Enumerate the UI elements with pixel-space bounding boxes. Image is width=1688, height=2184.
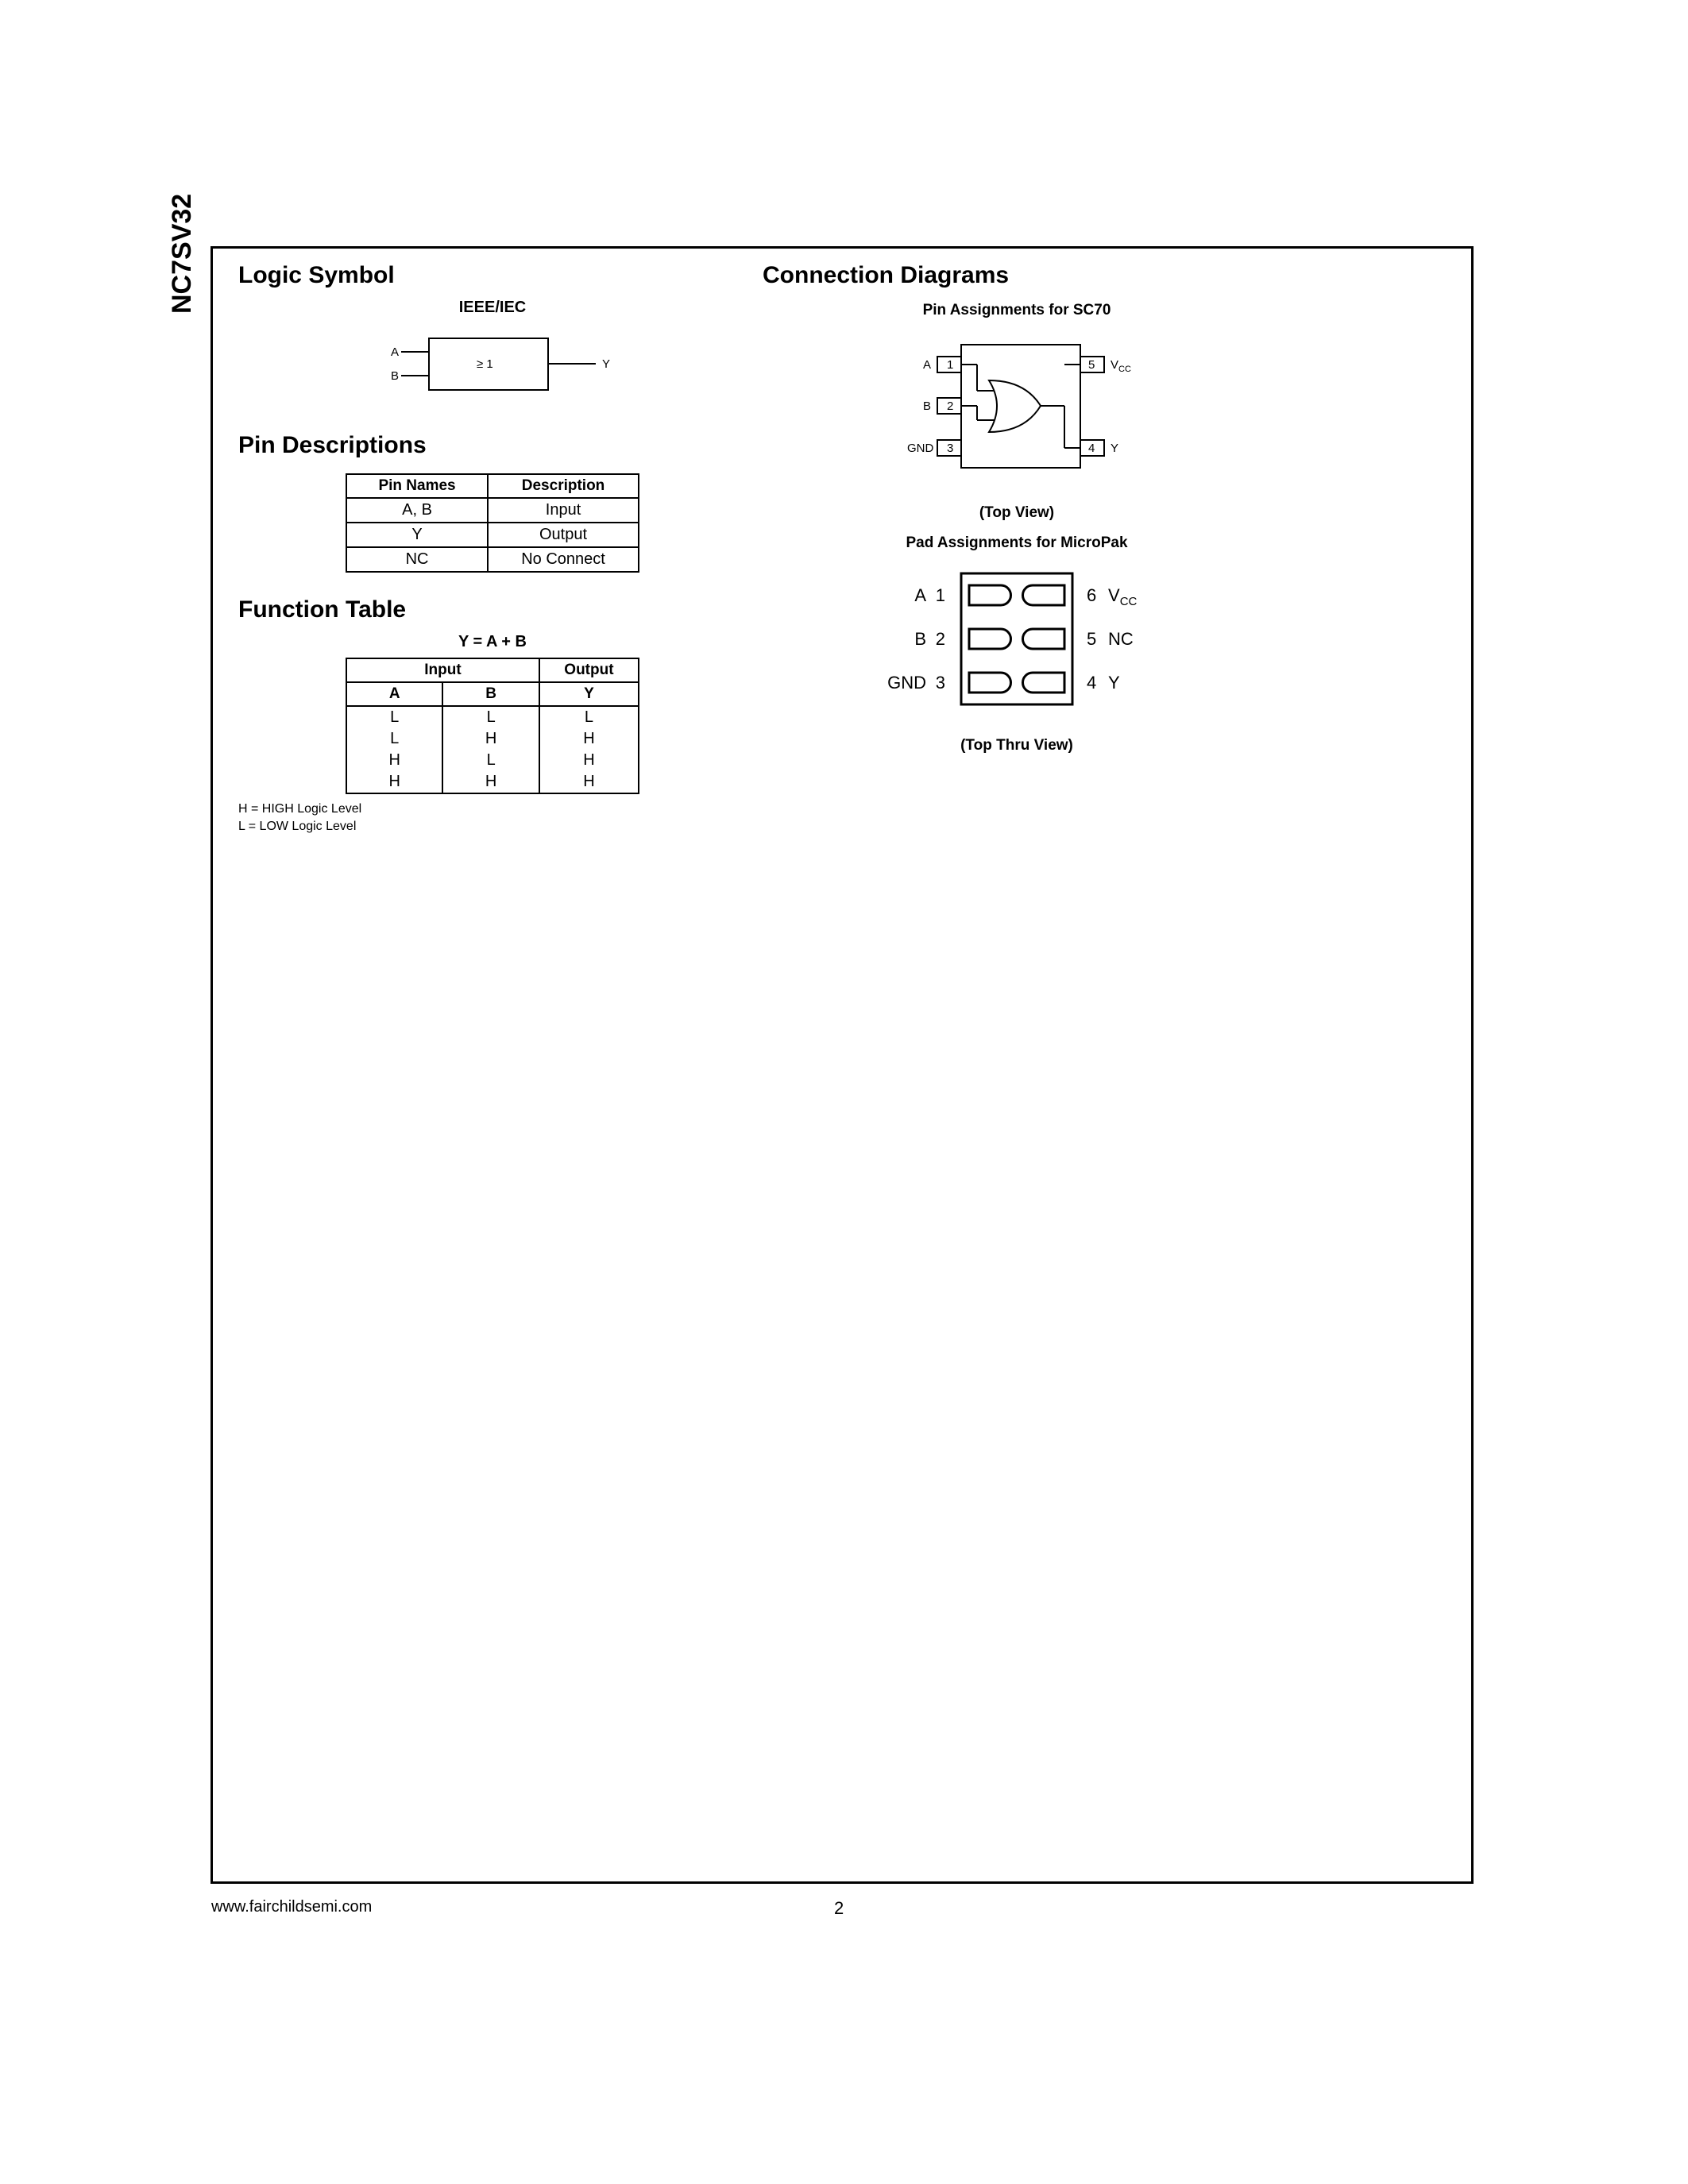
sc70-view: (Top View) [763,504,1271,522]
svg-text:1: 1 [936,585,945,605]
svg-text:5: 5 [1088,358,1095,372]
function-notes: H = HIGH Logic Level L = LOW Logic Level [238,801,747,835]
pin-descriptions-heading: Pin Descriptions [238,432,747,459]
logic-symbol-heading: Logic Symbol [238,262,747,289]
svg-text:GND: GND [887,673,926,693]
svg-text:≥ 1: ≥ 1 [477,357,493,371]
micropak-caption: Pad Assignments for MicroPak [763,534,1271,552]
svg-text:5: 5 [1087,629,1096,649]
svg-text:B: B [923,399,931,413]
micropak-view: (Top Thru View) [763,737,1271,754]
logic-symbol-caption: IEEE/IEC [238,299,747,317]
footer-url: www.fairchildsemi.com [211,1898,372,1916]
svg-text:VCC: VCC [1108,585,1138,608]
svg-text:B: B [914,629,926,649]
svg-text:A: A [391,345,399,359]
svg-text:3: 3 [936,673,945,693]
right-column: Connection Diagrams Pin Assignments for … [763,262,1271,764]
function-table-heading: Function Table [238,596,747,623]
svg-text:A: A [914,585,926,605]
svg-text:2: 2 [936,629,945,649]
function-equation: Y = A + B [238,633,747,651]
svg-text:B: B [391,369,399,383]
part-number-vertical: NC7SV32 [167,194,198,314]
logic-symbol-diagram: A B Y ≥ 1 [238,326,747,410]
function-table: Input Output A B Y LLL LHH HLH HHH [346,658,639,794]
svg-text:GND: GND [907,442,934,455]
sc70-diagram: 1 A 2 B 3 GND 5 VCC 4 Y [763,329,1271,492]
pin-descriptions-table: Pin NamesDescription A, BInput YOutput N… [346,473,639,573]
footer-page-number: 2 [834,1898,844,1919]
svg-text:3: 3 [947,442,953,455]
sc70-caption: Pin Assignments for SC70 [763,302,1271,319]
svg-text:VCC: VCC [1111,358,1131,374]
svg-text:4: 4 [1087,673,1096,693]
svg-text:4: 4 [1088,442,1095,455]
svg-text:A: A [923,358,931,372]
svg-text:Y: Y [602,357,610,371]
svg-text:Y: Y [1108,673,1120,693]
svg-text:6: 6 [1087,585,1096,605]
micropak-diagram: 1 A 2 B 3 GND 6 VCC 5 NC 4 Y [763,561,1271,724]
left-column: Logic Symbol IEEE/IEC A B Y ≥ 1 Pin Desc… [238,262,747,835]
connection-diagrams-heading: Connection Diagrams [763,262,1271,289]
svg-text:2: 2 [947,399,953,413]
svg-text:1: 1 [947,358,953,372]
svg-text:Y: Y [1111,442,1118,455]
svg-text:NC: NC [1108,629,1134,649]
